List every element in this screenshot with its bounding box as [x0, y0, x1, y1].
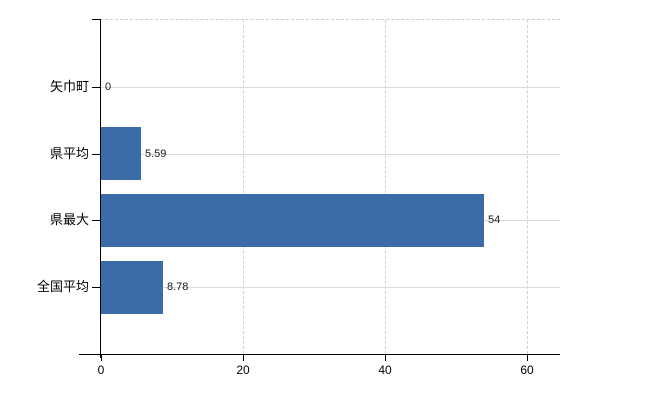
category-label: 全国平均 — [36, 279, 89, 294]
x-axis — [79, 354, 560, 355]
y-axis-tick — [92, 87, 100, 88]
x-axis-tick — [101, 355, 102, 361]
plot-top-border — [100, 19, 560, 20]
h-gridline — [101, 154, 560, 155]
x-axis-tick — [385, 355, 386, 361]
bar — [101, 194, 484, 247]
category-label: 矢巾町 — [49, 79, 89, 94]
category-label: 県平均 — [49, 146, 89, 161]
bar-value-label: 5.59 — [145, 148, 167, 160]
y-axis-tick — [92, 220, 100, 221]
x-tick-label: 60 — [520, 363, 534, 377]
y-axis-tick — [92, 154, 100, 155]
x-tick-label: 40 — [378, 363, 392, 377]
y-axis-tick — [92, 287, 100, 288]
bar — [101, 261, 163, 314]
bar-value-label: 0 — [105, 81, 112, 93]
v-gridline — [243, 20, 244, 354]
x-axis-tick — [243, 355, 244, 361]
x-axis-tick — [527, 355, 528, 361]
h-gridline — [101, 287, 560, 288]
bar — [101, 127, 141, 180]
y-axis-end-tick — [92, 19, 100, 20]
bar-value-label: 54 — [488, 214, 501, 226]
h-gridline — [101, 87, 560, 88]
x-tick-label: 0 — [97, 363, 105, 377]
x-tick-label: 20 — [236, 363, 250, 377]
v-gridline — [385, 20, 386, 354]
y-axis — [100, 19, 101, 358]
bar-value-label: 8.78 — [167, 281, 189, 293]
category-label: 県最大 — [49, 212, 89, 227]
v-gridline — [527, 20, 528, 354]
